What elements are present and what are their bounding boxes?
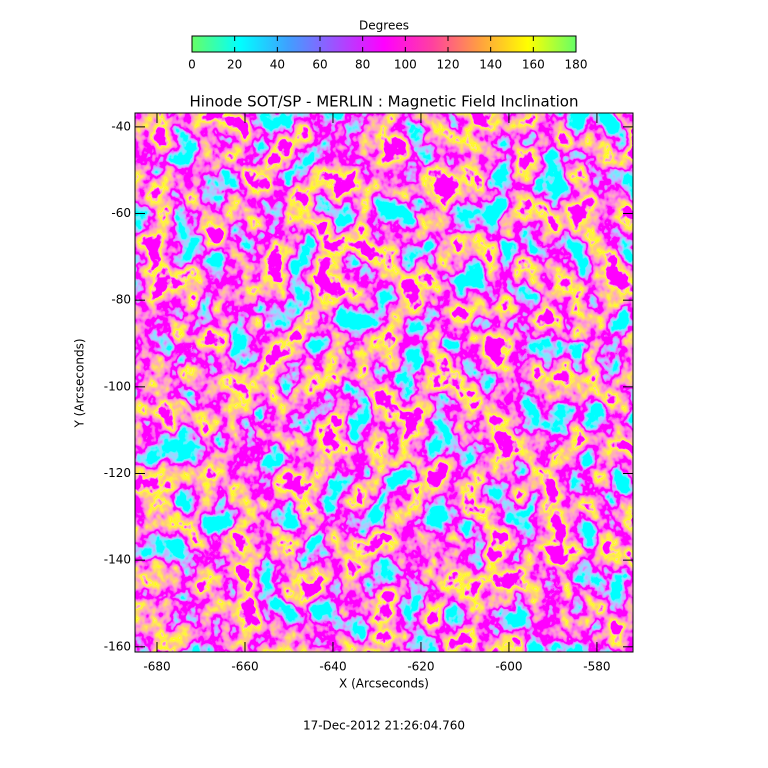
colorbar-tick-label: 100 [394, 58, 417, 72]
y-tick-label: -80 [111, 293, 131, 307]
x-tick-label: -660 [231, 660, 258, 674]
colorbar [191, 35, 577, 53]
colorbar-tick-label: 180 [565, 58, 588, 72]
colorbar-tick-label: 120 [437, 58, 460, 72]
x-axis-label: X (Arcseconds) [339, 677, 429, 691]
y-tick-label: -120 [104, 466, 131, 480]
inclination-map [135, 113, 633, 652]
y-tick-label: -60 [111, 206, 131, 220]
y-tick-label: -100 [104, 379, 131, 393]
timestamp: 17-Dec-2012 21:26:04.760 [303, 719, 465, 733]
colorbar-tick-label: 60 [312, 58, 327, 72]
colorbar-tick-label: 160 [522, 58, 545, 72]
colorbar-tick-label: 40 [270, 58, 285, 72]
y-axis-label: Y (Arcseconds) [73, 338, 87, 428]
y-tick-label: -40 [111, 119, 131, 133]
y-tick-label: -160 [104, 639, 131, 653]
plot-frame [134, 112, 634, 653]
x-tick-label: -680 [143, 660, 170, 674]
colorbar-tick-label: 80 [355, 58, 370, 72]
x-tick-label: -620 [407, 660, 434, 674]
colorbar-tick-label: 140 [479, 58, 502, 72]
x-tick-label: -600 [495, 660, 522, 674]
x-tick-label: -640 [319, 660, 346, 674]
x-tick-label: -580 [583, 660, 610, 674]
colorbar-label: Degrees [359, 19, 409, 33]
colorbar-tick-label: 0 [188, 58, 196, 72]
chart-title: Hinode SOT/SP - MERLIN : Magnetic Field … [190, 93, 579, 111]
colorbar-tick-label: 20 [227, 58, 242, 72]
y-tick-label: -140 [104, 553, 131, 567]
axes: 0 20 40 60 80 100 120 140 160 180 -680 -660 -640 -620… [104, 36, 633, 674]
